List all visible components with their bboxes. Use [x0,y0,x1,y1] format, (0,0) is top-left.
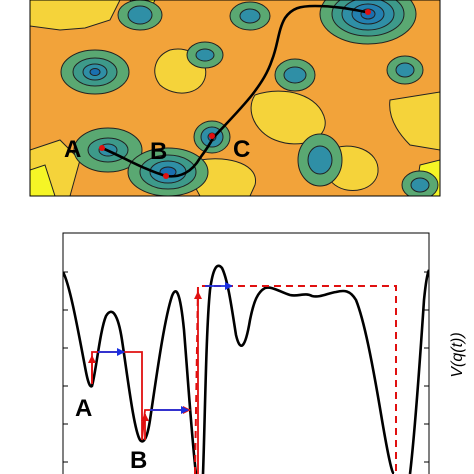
step-path [91,351,191,441]
y-ticks [63,271,429,463]
well-1 [60,49,130,95]
top-panel-frame [29,0,441,197]
well-6 [386,55,424,85]
top-label-b: B [150,138,167,165]
marker-b [163,173,169,179]
potential-curve [63,264,429,474]
well-b [127,147,209,196]
marker-a [99,145,105,151]
plateau-regions [30,0,440,196]
plot-frame [62,232,430,474]
top-label-c: C [233,136,250,163]
bottom-label-b: B [130,447,147,474]
well-4 [274,58,316,92]
well-8 [401,170,439,196]
well-7 [297,133,343,187]
dashed-path [194,285,397,474]
trajectory-path [101,4,367,178]
marker-target [365,9,371,15]
top-label-a: A [64,136,81,163]
marker-c [209,133,215,139]
well-target [319,0,417,45]
well-2 [117,0,163,31]
y-axis-label: V(q(t)) [449,332,466,377]
well-3 [186,41,224,69]
well-5 [229,1,271,31]
bottom-label-a: A [75,395,92,422]
energy-landscape-map: A B C [30,0,440,196]
potential-plot: A B V(q(t)) [62,232,466,474]
